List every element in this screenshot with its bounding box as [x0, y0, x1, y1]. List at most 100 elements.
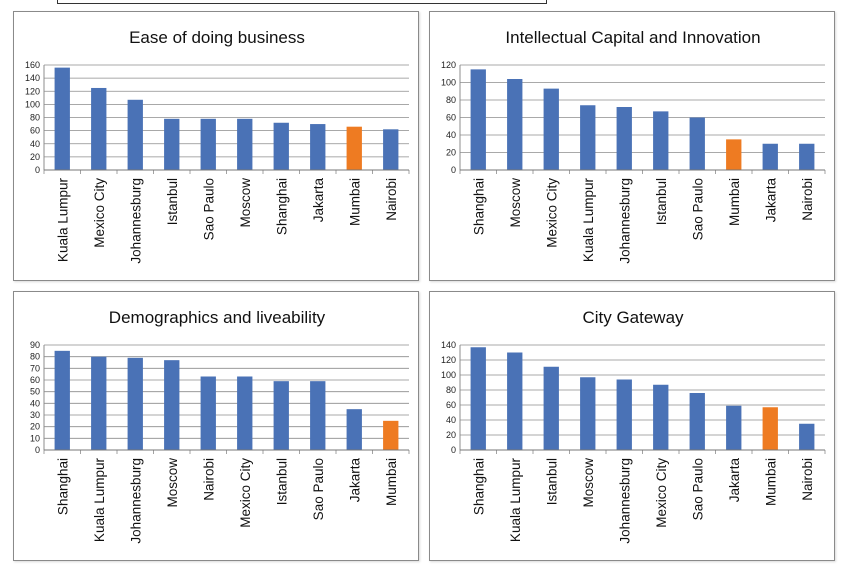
x-tick-label: Mumbai — [727, 178, 742, 226]
bar-istanbul — [273, 381, 289, 450]
x-tick-label: Moscow — [238, 178, 253, 228]
y-tick-label: 60 — [30, 375, 40, 385]
x-tick-label: Sao Paulo — [311, 458, 326, 520]
y-tick-label: 60 — [30, 126, 40, 136]
bar-jakarta — [346, 409, 362, 450]
bar-mexico-city — [237, 376, 253, 450]
y-tick-label: 10 — [30, 433, 40, 443]
x-tick-label: Istanbul — [544, 458, 559, 505]
y-tick-label: 0 — [451, 165, 456, 175]
y-tick-label: 20 — [446, 148, 456, 158]
bar-nairobi — [799, 143, 815, 170]
y-tick-label: 90 — [30, 340, 40, 350]
x-tick-label: Kuala Lumpur — [55, 178, 70, 263]
bar-mexico-city — [653, 384, 669, 450]
x-tick-label: Johannesburg — [128, 458, 143, 544]
bar-istanbul — [653, 111, 669, 170]
y-tick-label: 120 — [441, 355, 456, 365]
bar-johannesburg — [127, 99, 143, 170]
chart-panel-demographics-liveability: Demographics and liveability 0 10 20 30 40 50… — [13, 291, 419, 561]
bar-johannesburg — [616, 379, 632, 450]
bar-sao-paulo — [689, 117, 705, 170]
bar-nairobi — [383, 129, 399, 170]
bar-shanghai — [470, 69, 486, 170]
x-tick-label: Shanghai — [471, 178, 486, 235]
bar-shanghai — [273, 122, 289, 170]
x-tick-label: Kuala Lumpur — [508, 458, 523, 543]
bar-jakarta — [726, 405, 742, 450]
bar-sao-paulo — [689, 393, 705, 450]
bar-mumbai — [762, 407, 778, 450]
bar-kuala-lumpur — [91, 356, 107, 450]
x-tick-label: Istanbul — [274, 458, 289, 505]
y-tick-label: 70 — [30, 363, 40, 373]
y-tick-label: 0 — [451, 445, 456, 455]
x-tick-label: Mumbai — [347, 178, 362, 226]
y-tick-label: 40 — [30, 139, 40, 149]
bar-mumbai — [346, 126, 362, 170]
y-tick-label: 140 — [441, 340, 456, 350]
x-tick-label: Kuala Lumpur — [581, 178, 596, 263]
chart-title: Ease of doing business — [129, 28, 305, 47]
x-tick-label: Johannesburg — [617, 458, 632, 544]
x-tick-label: Nairobi — [800, 458, 815, 501]
y-tick-label: 20 — [446, 430, 456, 440]
x-tick-label: Shanghai — [274, 178, 289, 235]
x-tick-label: Johannesburg — [128, 178, 143, 264]
x-tick-label: Shanghai — [471, 458, 486, 515]
chart-svg: City Gateway 0 20 40 60 80 100 120 140 Shanghai K… — [441, 308, 826, 544]
y-tick-label: 40 — [30, 398, 40, 408]
x-tick-label: Nairobi — [201, 458, 216, 501]
bar-nairobi — [799, 423, 815, 450]
x-tick-label: Sao Paulo — [690, 458, 705, 520]
x-tick-label: Jakarta — [727, 458, 742, 503]
bar-mumbai — [383, 420, 399, 450]
x-tick-label: Mumbai — [763, 458, 778, 506]
x-tick-label: Johannesburg — [617, 178, 632, 264]
x-tick-label: Sao Paulo — [201, 178, 216, 240]
chart-panel-city-gateway: City Gateway 0 20 40 60 80 100 120 140 Shanghai K… — [429, 291, 835, 561]
x-tick-label: Nairobi — [384, 178, 399, 221]
x-tick-label: Istanbul — [654, 178, 669, 225]
bar-shanghai — [54, 350, 70, 450]
bar-sao-paulo — [200, 118, 216, 170]
y-tick-label: 60 — [446, 113, 456, 123]
plot-area: 0 20 40 60 80 100 120 140 160 Kuala Lumpur Mexico … — [25, 60, 410, 264]
bar-mexico-city — [543, 88, 559, 170]
plot-area: 0 20 40 60 80 100 120 Shanghai Moscow Mexico City… — [441, 60, 826, 264]
bar-kuala-lumpur — [580, 105, 596, 170]
bar-jakarta — [310, 124, 326, 170]
x-tick-label: Sao Paulo — [690, 178, 705, 240]
x-tick-label: Moscow — [508, 178, 523, 228]
chart-title: City Gateway — [582, 308, 684, 327]
bar-shanghai — [470, 347, 486, 450]
y-tick-label: 50 — [30, 387, 40, 397]
x-tick-label: Shanghai — [55, 458, 70, 515]
bar-moscow — [580, 377, 596, 450]
y-tick-label: 100 — [441, 370, 456, 380]
y-tick-label: 140 — [25, 73, 40, 83]
chart-panel-ease-of-doing-business: Ease of doing business 0 20 40 60 80 100 120 14… — [13, 11, 419, 281]
y-tick-label: 20 — [30, 422, 40, 432]
bar-mexico-city — [91, 87, 107, 170]
x-tick-label: Jakarta — [347, 458, 362, 503]
bar-kuala-lumpur — [507, 352, 523, 450]
chart-svg: Intellectual Capital and Innovation 0 20 4… — [441, 28, 826, 264]
x-tick-label: Jakarta — [763, 178, 778, 223]
top-rule — [57, 0, 547, 4]
bar-nairobi — [200, 376, 216, 450]
x-tick-label: Kuala Lumpur — [92, 458, 107, 543]
x-tick-label: Mexico City — [544, 178, 559, 248]
y-tick-label: 100 — [441, 78, 456, 88]
bar-mumbai — [726, 139, 742, 170]
y-tick-label: 80 — [30, 352, 40, 362]
y-tick-label: 0 — [35, 165, 40, 175]
bar-moscow — [507, 79, 523, 170]
y-tick-label: 120 — [25, 86, 40, 96]
y-tick-label: 60 — [446, 400, 456, 410]
x-tick-label: Jakarta — [311, 178, 326, 223]
y-tick-label: 160 — [25, 60, 40, 70]
y-tick-label: 40 — [446, 130, 456, 140]
x-tick-label: Mexico City — [238, 458, 253, 528]
